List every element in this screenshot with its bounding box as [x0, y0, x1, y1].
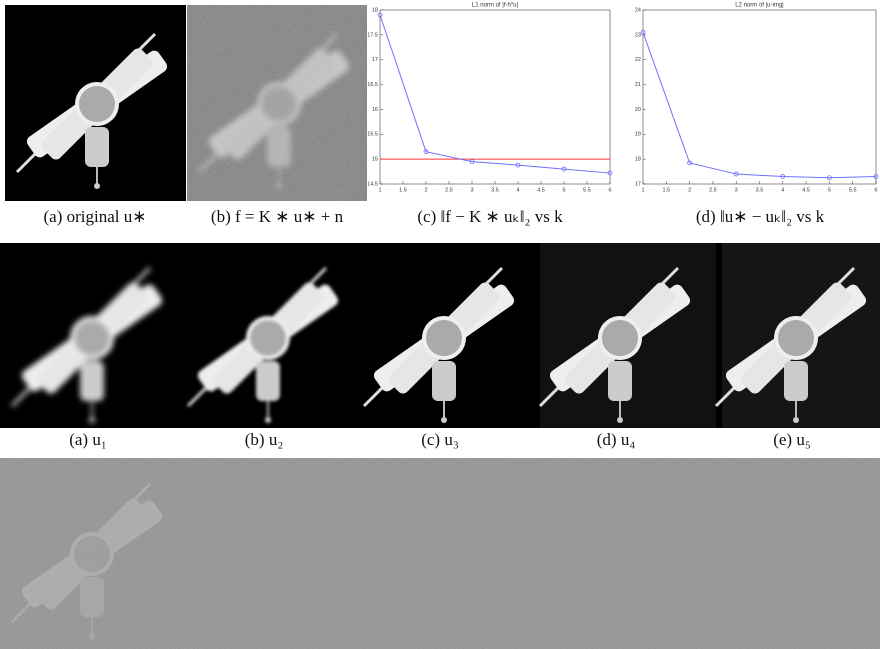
- x-tick-label: 3: [735, 187, 738, 193]
- caption: (a) u₁: [69, 430, 107, 449]
- x-tick-label: 6: [608, 187, 611, 193]
- x-tick-label: 3.5: [756, 187, 764, 193]
- x-tick-label: 1: [641, 187, 644, 193]
- y-tick-label: 17: [372, 57, 378, 63]
- x-tick-label: 1.5: [399, 187, 407, 193]
- caption: (c) u₃: [421, 430, 459, 449]
- y-tick-label: 17: [635, 181, 641, 187]
- x-tick-label: 5: [828, 187, 831, 193]
- x-tick-label: 4.5: [537, 187, 545, 193]
- noise: [187, 5, 367, 201]
- y-tick-label: 23: [635, 32, 641, 38]
- plot-area: [643, 10, 876, 184]
- y-tick-label: 18: [635, 157, 641, 163]
- x-tick-label: 2: [688, 187, 691, 193]
- y-tick-label: 15.5: [367, 132, 378, 138]
- caption: (d) u₄: [597, 430, 636, 449]
- x-tick-label: 2.5: [445, 187, 453, 193]
- y-tick-label: 24: [635, 7, 641, 13]
- x-tick-label: 1.5: [662, 187, 670, 193]
- y-tick-label: 16.5: [367, 82, 378, 88]
- y-tick-label: 18: [372, 7, 378, 13]
- x-tick-label: 3: [470, 187, 473, 193]
- x-tick-label: 5.5: [849, 187, 857, 193]
- x-tick-label: 4.5: [802, 187, 810, 193]
- x-tick-label: 3.5: [491, 187, 499, 193]
- y-tick-label: 21: [635, 82, 641, 88]
- x-tick-label: 2.5: [709, 187, 717, 193]
- noise: [0, 458, 880, 649]
- caption: (d) ‖u∗ − uₖ‖₂ vs k: [696, 207, 825, 226]
- caption: (a) original u∗: [44, 207, 147, 226]
- x-tick-label: 1: [378, 187, 381, 193]
- chart-title: L1 norm of |f-h*u|: [472, 3, 519, 9]
- chart-title: L2 norm of |u-img|: [735, 3, 784, 9]
- caption: (b) f = K ∗ u∗ + n: [211, 207, 344, 226]
- y-tick-label: 14.5: [367, 181, 378, 187]
- x-tick-label: 5.5: [583, 187, 591, 193]
- y-tick-label: 19: [635, 132, 641, 138]
- caption: (e) u₅: [773, 430, 811, 449]
- figure-page: (a) original u∗ (b) f = K ∗ u∗ + n (c) ‖f …: [0, 0, 880, 649]
- y-tick-label: 20: [635, 107, 641, 113]
- x-tick-label: 2: [424, 187, 427, 193]
- caption: (c) ‖f − K ∗ uₖ‖₂ vs k: [417, 207, 563, 226]
- x-tick-label: 4: [781, 187, 784, 193]
- x-tick-label: 4: [516, 187, 519, 193]
- plot-area: [380, 10, 610, 184]
- x-tick-label: 6: [874, 187, 877, 193]
- y-tick-label: 17.5: [367, 32, 378, 38]
- x-tick-label: 5: [562, 187, 565, 193]
- y-tick-label: 16: [372, 107, 378, 113]
- y-tick-label: 15: [372, 157, 378, 163]
- y-tick-label: 22: [635, 57, 641, 63]
- caption: (b) u₂: [245, 430, 284, 449]
